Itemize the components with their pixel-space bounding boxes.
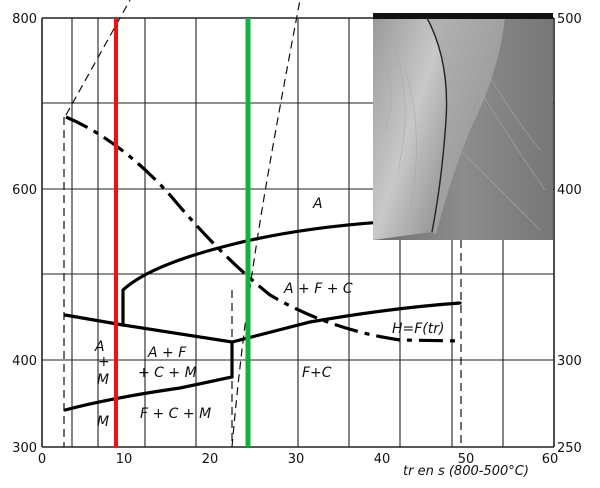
cooling-curve-left — [65, 0, 131, 116]
left-tick-800: 800 — [12, 12, 37, 27]
weld-macrograph-photo — [373, 13, 553, 240]
right-tick-400: 400 — [557, 183, 582, 198]
region-label-plus: + — [98, 354, 110, 370]
region-label-cm: + C + M — [138, 365, 197, 381]
region-label-m-bottom: M — [97, 414, 109, 430]
x-tick-20: 20 — [202, 452, 219, 467]
region-label-hardness: H=F(tr) — [392, 321, 444, 337]
x-tick-30: 30 — [288, 452, 305, 467]
region-label-a: A — [94, 339, 105, 355]
right-tick-250: 250 — [557, 441, 582, 456]
left-tick-300: 300 — [12, 441, 37, 456]
x-tick-60: 60 — [542, 452, 559, 467]
x-tick-10: 10 — [116, 452, 133, 467]
x-axis-title: tr en s (800-500°C) — [403, 464, 529, 479]
x-tick-40: 40 — [374, 452, 391, 467]
right-tick-300: 300 — [557, 354, 582, 369]
transformation-curves — [63, 217, 462, 412]
x-tick-0: 0 — [38, 452, 46, 467]
right-axis-ticks: 500 400 300 250 — [557, 12, 582, 456]
region-labels: A A + F + C H=F(tr) A + M A + F + C + M … — [94, 196, 444, 430]
region-label-af: A + F — [147, 345, 187, 361]
region-label-m-left: M — [97, 372, 109, 388]
region-label-fcm: F + C + M — [140, 406, 211, 422]
right-tick-500: 500 — [557, 12, 582, 27]
region-label-afc: A + F + C — [283, 281, 353, 297]
cooling-curve-right — [231, 0, 301, 448]
region-label-fc: F+C — [302, 365, 332, 381]
martensite-boundary-curve — [63, 340, 234, 412]
hardness-curve — [65, 115, 462, 343]
left-axis-ticks: 800 600 400 300 — [12, 12, 37, 456]
left-tick-400: 400 — [12, 354, 37, 369]
region-label-a-top: A — [312, 196, 323, 212]
x-axis-ticks: 0 10 20 30 40 50 60 — [38, 452, 558, 467]
x-tick-50: 50 — [458, 452, 475, 467]
upper-boundary-curve — [63, 301, 462, 344]
left-tick-600: 600 — [12, 183, 37, 198]
